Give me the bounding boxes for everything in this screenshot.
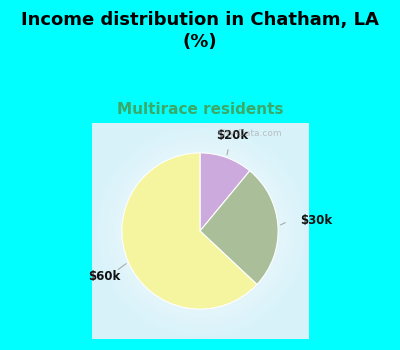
Text: Income distribution in Chatham, LA
(%): Income distribution in Chatham, LA (%) (21, 10, 379, 51)
Wedge shape (200, 153, 250, 231)
Text: $60k: $60k (88, 270, 121, 283)
Text: City-Data.com: City-Data.com (217, 129, 282, 138)
Text: $20k: $20k (216, 129, 249, 142)
Text: Multirace residents: Multirace residents (117, 102, 283, 117)
Wedge shape (200, 171, 278, 285)
Wedge shape (122, 153, 257, 309)
Text: $30k: $30k (300, 214, 332, 227)
